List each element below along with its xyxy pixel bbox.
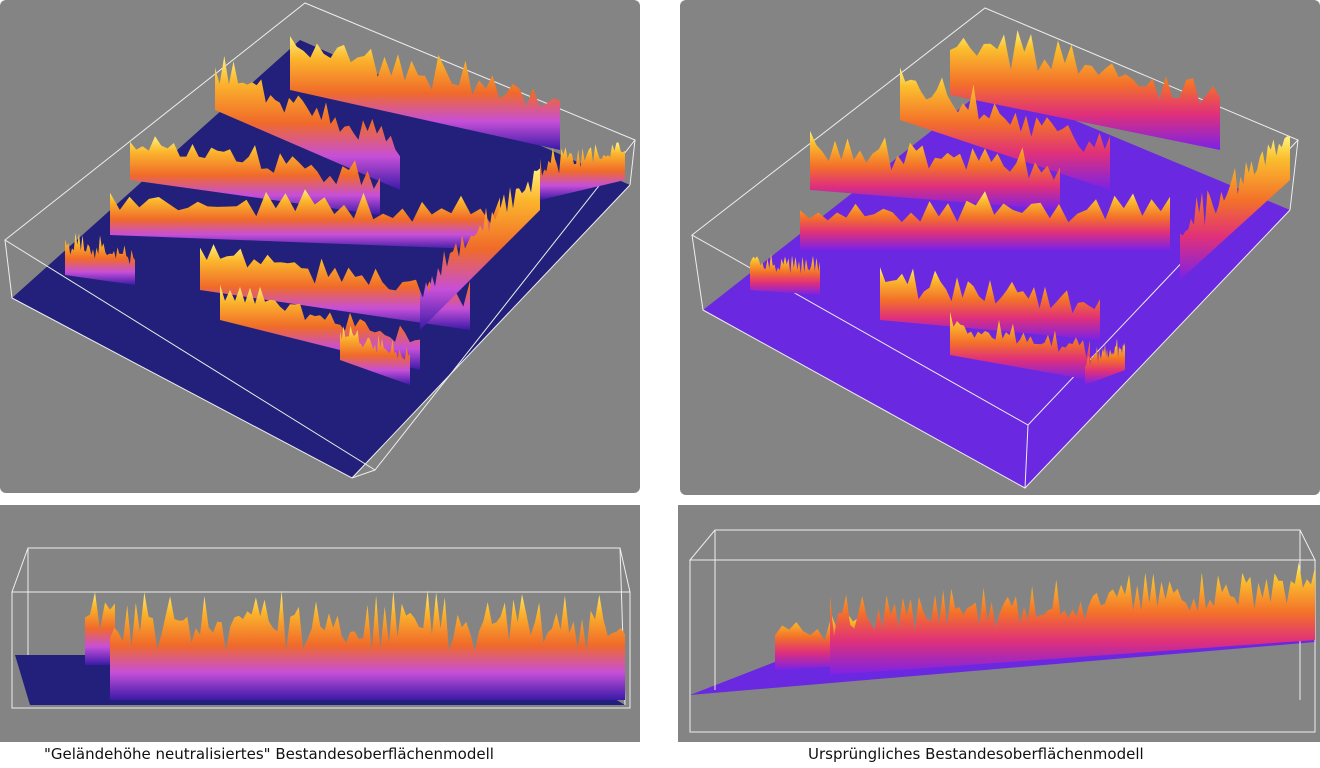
ground	[690, 640, 1315, 695]
canopy	[540, 142, 625, 200]
bounding-box	[691, 7, 1299, 489]
canopy	[800, 191, 1170, 250]
canopy	[65, 233, 135, 285]
ground	[703, 85, 1290, 488]
canopy	[900, 67, 1110, 190]
canopy	[85, 592, 115, 665]
ground	[12, 40, 630, 478]
canopy	[1180, 136, 1290, 280]
canopy	[950, 30, 1220, 150]
canopy	[1085, 338, 1125, 385]
canopy	[130, 136, 380, 215]
canopy	[830, 562, 1315, 675]
canopy	[880, 267, 1100, 340]
canopy	[420, 168, 540, 330]
canopy	[340, 325, 410, 385]
canopy	[215, 56, 400, 190]
canopy	[810, 130, 1060, 210]
bounding-box	[4, 2, 636, 479]
canopy	[950, 312, 1090, 380]
caption: "Geländehöhe neutralisiertes" Bestandeso…	[44, 745, 494, 763]
canopy	[290, 36, 560, 150]
bounding-box	[688, 529, 1316, 733]
canopy	[200, 244, 470, 330]
caption: Ursprüngliches Bestandesoberflächenmodel…	[808, 745, 1144, 763]
canopy	[110, 189, 500, 250]
canopy	[110, 590, 625, 700]
canopy	[750, 254, 820, 295]
